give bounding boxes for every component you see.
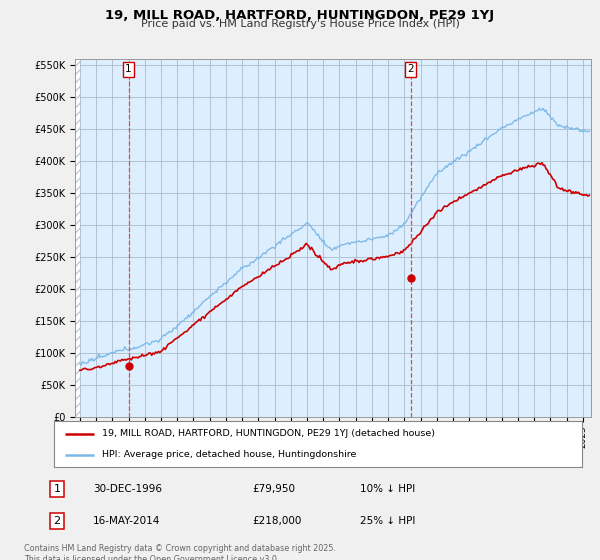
Bar <box>75 59 80 417</box>
Text: 2: 2 <box>407 64 414 74</box>
Text: 1: 1 <box>53 484 61 494</box>
Text: HPI: Average price, detached house, Huntingdonshire: HPI: Average price, detached house, Hunt… <box>101 450 356 459</box>
Text: Price paid vs. HM Land Registry's House Price Index (HPI): Price paid vs. HM Land Registry's House … <box>140 19 460 29</box>
Text: £218,000: £218,000 <box>252 516 301 526</box>
Text: 2: 2 <box>53 516 61 526</box>
Text: 19, MILL ROAD, HARTFORD, HUNTINGDON, PE29 1YJ (detached house): 19, MILL ROAD, HARTFORD, HUNTINGDON, PE2… <box>101 429 434 438</box>
Text: 30-DEC-1996: 30-DEC-1996 <box>93 484 162 494</box>
Text: 10% ↓ HPI: 10% ↓ HPI <box>360 484 415 494</box>
Text: 1: 1 <box>125 64 132 74</box>
Text: 25% ↓ HPI: 25% ↓ HPI <box>360 516 415 526</box>
Text: £79,950: £79,950 <box>252 484 295 494</box>
Text: 19, MILL ROAD, HARTFORD, HUNTINGDON, PE29 1YJ: 19, MILL ROAD, HARTFORD, HUNTINGDON, PE2… <box>106 9 494 22</box>
Text: Contains HM Land Registry data © Crown copyright and database right 2025.
This d: Contains HM Land Registry data © Crown c… <box>24 544 336 560</box>
Text: 16-MAY-2014: 16-MAY-2014 <box>93 516 160 526</box>
